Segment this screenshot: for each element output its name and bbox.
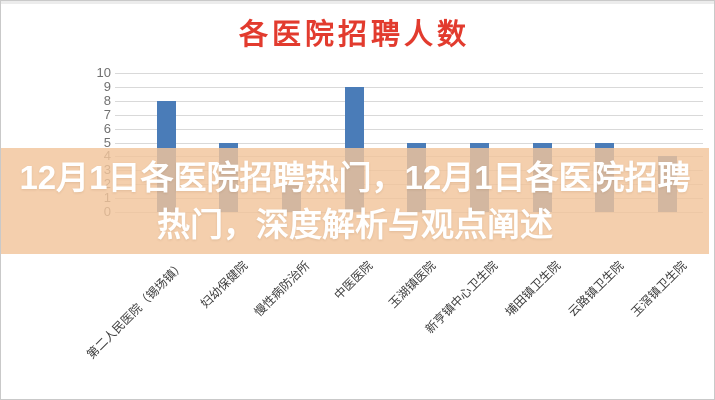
y-tick-label: 7 <box>103 106 111 122</box>
gridline <box>115 73 703 74</box>
x-axis-label: 埔田镇卫生院 <box>502 258 564 320</box>
gridline <box>115 100 703 102</box>
overlay-text-line-2: 热门，深度解析与观点阐述 <box>157 206 553 243</box>
x-axis-label: 玉湖镇医院 <box>385 258 439 311</box>
y-tick-label: 10 <box>96 65 111 80</box>
x-axis-label: 云路镇卫生院 <box>565 258 627 320</box>
y-tick-label: 6 <box>103 120 111 136</box>
gridline <box>115 114 703 116</box>
y-tick-label: 8 <box>103 92 111 108</box>
gridline <box>115 128 703 130</box>
x-axis-label: 玉滘镇卫生院 <box>628 258 689 320</box>
gridline <box>115 86 703 88</box>
y-tick-label: 9 <box>103 78 111 94</box>
y-tick-label: 5 <box>103 134 111 150</box>
x-axis-label: 第二人民医院（锡场镇） <box>84 258 188 362</box>
x-axis-label: 慢性病防治所 <box>251 258 313 320</box>
x-axis-label: 妇幼保健院 <box>197 258 251 311</box>
overlay-banner: 12月1日各医院招聘热门，12月1日各医院招聘 热门，深度解析与观点阐述 <box>1 148 709 254</box>
x-axis-label: 中医医院 <box>331 258 376 303</box>
overlay-text-line-1: 12月1日各医院招聘热门，12月1日各医院招聘 <box>19 159 691 196</box>
chart-title: 各医院招聘人数 <box>238 19 470 51</box>
